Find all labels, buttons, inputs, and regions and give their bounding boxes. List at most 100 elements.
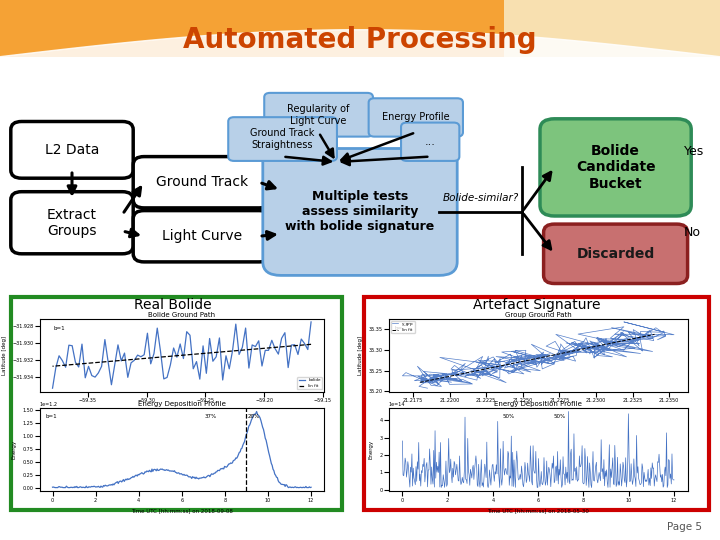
Bar [364, 297, 709, 510]
Bar [380, 0, 383, 57]
Bar [444, 0, 446, 57]
Text: Energy Profile: Energy Profile [382, 112, 449, 123]
Bar [275, 0, 277, 57]
Bar [438, 0, 441, 57]
Bar [43, 0, 45, 57]
Bar [328, 0, 330, 57]
Bar [239, 0, 242, 57]
Text: Ground Track
Straightness: Ground Track Straightness [251, 128, 315, 150]
Bar [325, 0, 328, 57]
Bar [194, 0, 197, 57]
X-axis label: Longitude [deg]: Longitude [deg] [516, 408, 560, 413]
Bar [136, 0, 139, 57]
Bar [363, 0, 365, 57]
Bar [25, 0, 27, 57]
Bar [220, 0, 222, 57]
Bar [151, 0, 154, 57]
Bar [353, 0, 355, 57]
Bar [335, 0, 338, 57]
Bar [158, 0, 161, 57]
Bar [124, 0, 126, 57]
Bar [333, 0, 335, 57]
Text: Extract
Groups: Extract Groups [47, 208, 97, 238]
Bar [181, 0, 184, 57]
Bar [27, 0, 30, 57]
Bar [146, 0, 149, 57]
Bar [63, 0, 66, 57]
Bar [494, 0, 496, 57]
Bar [166, 0, 168, 57]
Bar [78, 0, 81, 57]
Bar [209, 0, 212, 57]
Bar [396, 0, 398, 57]
Bar [207, 0, 209, 57]
Bar [479, 0, 481, 57]
Text: L2 Data: L2 Data [45, 143, 99, 157]
Bar [416, 0, 418, 57]
Bar [86, 0, 88, 57]
Bar [35, 0, 38, 57]
Bar [252, 0, 255, 57]
Bar [262, 0, 265, 57]
Text: 1e=14: 1e=14 [389, 402, 405, 407]
Text: b=1: b=1 [45, 414, 57, 418]
Bar [343, 0, 345, 57]
Text: Yes: Yes [684, 145, 704, 158]
Bar [431, 0, 433, 57]
Bar [469, 0, 472, 57]
Bar [199, 0, 202, 57]
Bar [81, 0, 83, 57]
Bar [474, 0, 476, 57]
Bar [179, 0, 181, 57]
Bar [45, 0, 48, 57]
Bar [289, 0, 292, 57]
Bar [426, 0, 428, 57]
Bar [501, 0, 504, 57]
Text: b=1: b=1 [54, 326, 66, 330]
X-axis label: Time UTC [hh:mm:ss] on 2018-05-30: Time UTC [hh:mm:ss] on 2018-05-30 [487, 508, 589, 513]
Bar [257, 0, 259, 57]
Bar [388, 0, 390, 57]
Bar [277, 0, 279, 57]
Bar [467, 0, 469, 57]
Bar [37, 0, 40, 57]
Bar [358, 0, 360, 57]
Bar [320, 0, 323, 57]
Bar [84, 0, 86, 57]
Bar [212, 0, 215, 57]
Bar [189, 0, 192, 57]
Bar [348, 0, 350, 57]
Bar [58, 0, 60, 57]
Bar [292, 0, 295, 57]
Bar [2, 0, 5, 57]
Bar [23, 0, 25, 57]
Bar [330, 0, 333, 57]
Legend: bolide, lin fit: bolide, lin fit [297, 377, 322, 389]
Legend: y_grp, lin fit: y_grp, lin fit [391, 321, 415, 333]
Bar [232, 0, 235, 57]
Bar [265, 0, 267, 57]
Bar [50, 0, 53, 57]
Bar [161, 0, 163, 57]
FancyBboxPatch shape [133, 157, 270, 208]
FancyBboxPatch shape [401, 123, 459, 161]
Bar [186, 0, 189, 57]
Bar [17, 0, 20, 57]
Bar [383, 0, 386, 57]
Title: Group Ground Path: Group Ground Path [505, 312, 572, 318]
Bar [106, 0, 108, 57]
Bar [454, 0, 456, 57]
Bar [11, 297, 342, 510]
Bar [408, 0, 410, 57]
Y-axis label: Latitude [deg]: Latitude [deg] [1, 335, 6, 375]
Bar [484, 0, 487, 57]
Bar [244, 0, 247, 57]
Y-axis label: Energy: Energy [12, 440, 17, 459]
Bar [471, 0, 474, 57]
Bar [400, 0, 403, 57]
Bar [413, 0, 416, 57]
Bar [0, 0, 2, 57]
Text: b=: b= [395, 326, 403, 330]
Bar [403, 0, 405, 57]
X-axis label: Longitude [deg]: Longitude [deg] [160, 408, 204, 413]
